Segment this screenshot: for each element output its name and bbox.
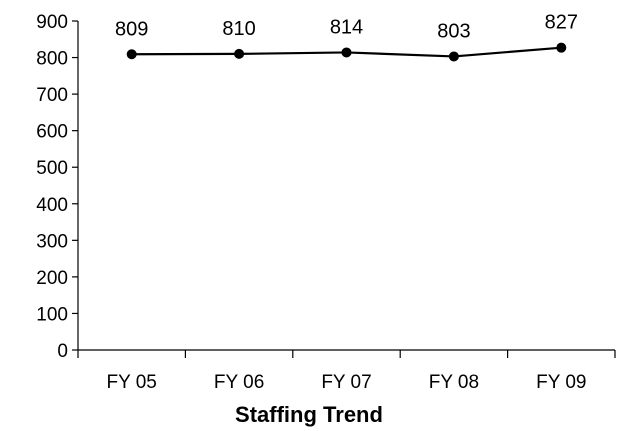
data-label: 810 xyxy=(222,18,255,40)
x-tick-label: FY 05 xyxy=(107,372,157,393)
data-point xyxy=(234,48,245,59)
y-tick-label: 300 xyxy=(36,231,68,252)
data-label: 814 xyxy=(330,16,363,38)
data-point xyxy=(341,47,352,58)
series-staffing: 809 810 814 803 827 xyxy=(115,12,578,62)
x-tick-label: FY 07 xyxy=(321,372,371,393)
data-point xyxy=(448,51,459,62)
x-tick-label: FY 06 xyxy=(214,372,264,393)
data-label: 803 xyxy=(437,20,470,42)
data-point xyxy=(556,42,567,53)
y-axis: 0 100 200 300 400 500 600 700 800 900 xyxy=(36,12,79,362)
y-tick-label: 900 xyxy=(36,12,68,33)
y-tick-label: 500 xyxy=(36,158,68,179)
y-tick-label: 0 xyxy=(57,341,68,362)
y-tick-label: 100 xyxy=(36,304,68,325)
y-tick-label: 700 xyxy=(36,85,68,106)
y-tick-label: 800 xyxy=(36,49,68,70)
y-tick-label: 600 xyxy=(36,122,68,143)
data-label: 809 xyxy=(115,18,148,40)
x-axis: FY 05 FY 06 FY 07 FY 08 FY 09 xyxy=(77,349,616,393)
x-tick-label: FY 09 xyxy=(536,372,586,393)
x-tick-label: FY 08 xyxy=(429,372,479,393)
data-label: 827 xyxy=(545,12,578,34)
y-tick-label: 400 xyxy=(36,195,68,216)
chart-title: Staffing Trend xyxy=(235,402,383,427)
data-point xyxy=(126,49,137,60)
y-tick-label: 200 xyxy=(36,268,68,289)
